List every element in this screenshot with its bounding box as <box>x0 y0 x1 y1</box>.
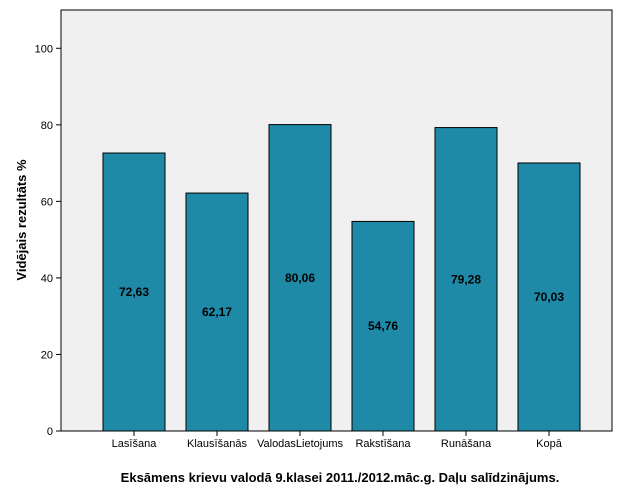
x-tick-label: Runāšana <box>441 438 492 450</box>
y-tick-label: 80 <box>41 120 53 132</box>
bar <box>434 127 498 432</box>
bar <box>351 220 415 432</box>
x-axis: Lasīšana Klausīšanās ValodasLietojums Rakst… <box>112 431 563 450</box>
bar-value-label: 79,28 <box>451 272 481 286</box>
bar-value-label: 72,63 <box>119 285 149 299</box>
y-tick-label: 60 <box>41 196 53 208</box>
x-tick-label: Rakstīšana <box>355 438 411 450</box>
bar-value-label: 62,17 <box>202 305 232 319</box>
y-tick-label: 40 <box>41 273 53 285</box>
bar <box>268 124 332 432</box>
bars-group: 72,63 62,17 80,06 54,76 79,28 70,03 <box>102 124 581 432</box>
x-tick-label: ValodasLietojums <box>257 438 344 450</box>
y-tick-label: 0 <box>47 426 53 438</box>
x-tick-label: Kopā <box>536 438 563 450</box>
bar-value-label: 54,76 <box>368 319 398 333</box>
bar-value-label: 70,03 <box>534 290 564 304</box>
bar <box>102 152 166 432</box>
x-axis-title: Eksāmens krievu valodā 9.klasei 2011./20… <box>121 470 560 485</box>
x-tick-label: Lasīšana <box>112 438 158 450</box>
y-tick-label: 20 <box>41 349 53 361</box>
bar <box>517 162 581 432</box>
bar-value-label: 80,06 <box>285 271 315 285</box>
y-axis: 0 20 40 60 80 100 <box>35 43 61 438</box>
y-axis-title: Vidējais rezultāts % <box>14 159 29 281</box>
y-tick-label: 100 <box>35 43 53 55</box>
bar <box>185 192 249 432</box>
x-tick-label: Klausīšanās <box>187 438 247 450</box>
